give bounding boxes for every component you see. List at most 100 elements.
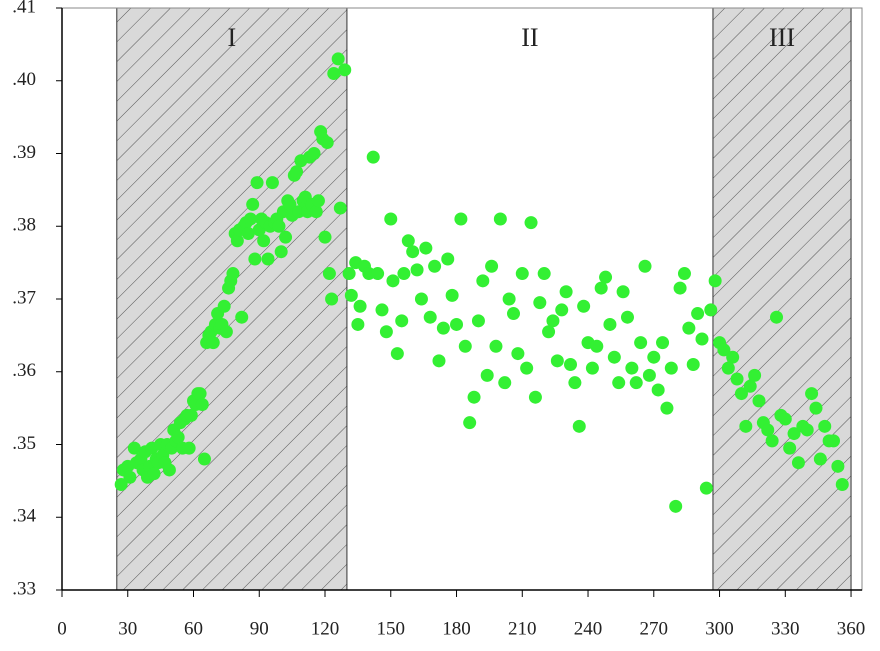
data-point bbox=[607, 350, 621, 364]
data-point bbox=[555, 303, 569, 317]
data-point bbox=[219, 325, 233, 339]
data-point bbox=[344, 288, 358, 302]
data-point bbox=[353, 299, 367, 313]
data-point bbox=[502, 292, 516, 306]
region-label: II bbox=[521, 23, 538, 52]
y-tick-label: .34 bbox=[12, 506, 36, 527]
data-point bbox=[686, 357, 700, 371]
data-point bbox=[485, 259, 499, 273]
data-point bbox=[805, 387, 819, 401]
data-point bbox=[493, 212, 507, 226]
data-point bbox=[704, 303, 718, 317]
data-point bbox=[765, 434, 779, 448]
x-tick-label: 300 bbox=[705, 618, 734, 639]
data-point bbox=[800, 423, 814, 437]
data-point bbox=[414, 292, 428, 306]
data-point bbox=[717, 343, 731, 357]
data-point bbox=[730, 372, 744, 386]
data-point bbox=[441, 252, 455, 266]
data-point bbox=[638, 259, 652, 273]
data-point bbox=[748, 368, 762, 382]
data-point bbox=[184, 408, 198, 422]
data-point bbox=[480, 368, 494, 382]
data-point bbox=[625, 361, 639, 375]
data-point bbox=[114, 478, 128, 492]
data-point bbox=[616, 285, 630, 299]
data-point bbox=[290, 165, 304, 179]
data-point bbox=[463, 416, 477, 430]
data-point bbox=[322, 267, 336, 281]
data-point bbox=[197, 452, 211, 466]
data-point bbox=[739, 419, 753, 433]
data-point bbox=[147, 467, 161, 481]
data-point bbox=[629, 376, 643, 390]
data-point bbox=[770, 310, 784, 324]
y-tick-label: .38 bbox=[12, 215, 36, 236]
data-point bbox=[783, 441, 797, 455]
data-point bbox=[432, 354, 446, 368]
data-point bbox=[809, 401, 823, 415]
data-point bbox=[620, 310, 634, 324]
data-point bbox=[279, 230, 293, 244]
data-point bbox=[309, 205, 323, 219]
data-point bbox=[397, 267, 411, 281]
x-tick-label: 240 bbox=[574, 618, 603, 639]
data-point bbox=[511, 347, 525, 361]
data-point bbox=[386, 274, 400, 288]
data-point bbox=[217, 299, 231, 313]
shaded-region bbox=[116, 7, 348, 591]
data-point bbox=[656, 336, 670, 350]
data-point bbox=[813, 452, 827, 466]
data-point bbox=[333, 201, 347, 215]
x-tick-label: 60 bbox=[184, 618, 203, 639]
y-tick-label: .36 bbox=[12, 360, 36, 381]
y-tick-label: .33 bbox=[12, 578, 36, 599]
data-point bbox=[371, 267, 385, 281]
data-point bbox=[230, 234, 244, 248]
data-point bbox=[533, 296, 547, 310]
data-point bbox=[127, 441, 141, 455]
data-point bbox=[572, 419, 586, 433]
data-point bbox=[401, 234, 415, 248]
data-point bbox=[568, 376, 582, 390]
x-tick-label: 180 bbox=[442, 618, 471, 639]
region-label: III bbox=[769, 23, 795, 52]
x-tick-label: 210 bbox=[508, 618, 537, 639]
data-point bbox=[660, 401, 674, 415]
data-point bbox=[594, 281, 608, 295]
y-tick-label: .39 bbox=[12, 142, 36, 163]
data-point bbox=[445, 288, 459, 302]
data-point bbox=[410, 263, 424, 277]
data-point bbox=[677, 267, 691, 281]
data-point bbox=[123, 470, 137, 484]
data-point bbox=[664, 361, 678, 375]
data-point bbox=[546, 314, 560, 328]
data-point bbox=[351, 317, 365, 331]
data-point bbox=[827, 434, 841, 448]
data-point bbox=[450, 317, 464, 331]
data-point bbox=[471, 314, 485, 328]
data-point bbox=[515, 267, 529, 281]
data-point bbox=[248, 252, 262, 266]
data-point bbox=[651, 383, 665, 397]
x-tick-label: 330 bbox=[771, 618, 800, 639]
data-point bbox=[331, 52, 345, 66]
data-point bbox=[831, 459, 845, 473]
data-point bbox=[274, 245, 288, 259]
x-tick-label: 360 bbox=[837, 618, 866, 639]
data-point bbox=[599, 270, 613, 284]
data-point bbox=[206, 336, 220, 350]
x-tick-label: 30 bbox=[118, 618, 137, 639]
data-point bbox=[243, 212, 257, 226]
data-point bbox=[673, 281, 687, 295]
data-point bbox=[761, 423, 775, 437]
data-point bbox=[320, 136, 334, 150]
data-point bbox=[476, 274, 490, 288]
data-point bbox=[375, 303, 389, 317]
shaded-region bbox=[712, 7, 852, 591]
data-point bbox=[325, 292, 339, 306]
y-tick-label: .41 bbox=[12, 0, 36, 17]
data-point bbox=[182, 441, 196, 455]
data-point bbox=[395, 314, 409, 328]
data-point bbox=[752, 394, 766, 408]
